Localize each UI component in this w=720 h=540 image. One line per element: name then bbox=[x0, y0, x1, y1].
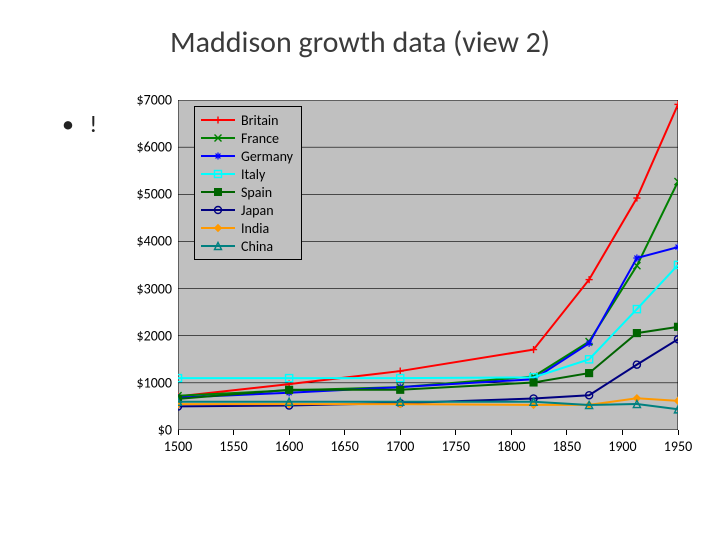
legend-swatch bbox=[201, 131, 235, 145]
ytick-label: $6000 bbox=[120, 139, 172, 156]
legend-row-india: India bbox=[201, 219, 293, 237]
chart-container: BritainFranceGermanyItalySpainJapanIndia… bbox=[120, 100, 680, 480]
legend-row-china: China bbox=[201, 237, 293, 255]
xtick bbox=[344, 430, 345, 435]
legend-row-italy: Italy bbox=[201, 165, 293, 183]
ytick-label: $3000 bbox=[120, 280, 172, 297]
xtick bbox=[511, 430, 512, 435]
legend-swatch bbox=[201, 203, 235, 217]
legend-row-britain: Britain bbox=[201, 111, 293, 129]
slide-title: Maddison growth data (view 2) bbox=[0, 24, 720, 61]
xtick-label: 1600 bbox=[275, 438, 303, 455]
xtick-label: 1900 bbox=[608, 438, 636, 455]
xtick bbox=[455, 430, 456, 435]
xtick bbox=[400, 430, 401, 435]
legend-swatch bbox=[201, 185, 235, 199]
legend-label: Spain bbox=[241, 184, 272, 201]
bullet-item: ! bbox=[62, 110, 97, 139]
legend-row-france: France bbox=[201, 129, 293, 147]
xtick bbox=[678, 430, 679, 435]
ytick-label: $0 bbox=[120, 422, 172, 439]
legend-label: Italy bbox=[241, 166, 265, 183]
xtick bbox=[233, 430, 234, 435]
xtick bbox=[178, 430, 179, 435]
legend-swatch bbox=[201, 239, 235, 253]
legend: BritainFranceGermanyItalySpainJapanIndia… bbox=[194, 106, 302, 260]
xtick bbox=[566, 430, 567, 435]
series-japan bbox=[178, 336, 678, 410]
xtick-label: 1750 bbox=[442, 438, 470, 455]
legend-row-japan: Japan bbox=[201, 201, 293, 219]
xtick-label: 1500 bbox=[164, 438, 192, 455]
series-italy bbox=[178, 261, 678, 381]
legend-label: Japan bbox=[241, 202, 274, 219]
legend-swatch bbox=[201, 221, 235, 235]
xtick-label: 1800 bbox=[497, 438, 525, 455]
ytick-label: $5000 bbox=[120, 186, 172, 203]
ytick-label: $7000 bbox=[120, 92, 172, 109]
legend-swatch bbox=[201, 167, 235, 181]
legend-row-spain: Spain bbox=[201, 183, 293, 201]
ytick-label: $2000 bbox=[120, 327, 172, 344]
legend-label: France bbox=[241, 130, 279, 147]
bullet-text: ! bbox=[89, 110, 97, 139]
xtick-label: 1850 bbox=[553, 438, 581, 455]
xtick-label: 1700 bbox=[386, 438, 414, 455]
legend-label: Germany bbox=[241, 148, 293, 165]
xtick bbox=[622, 430, 623, 435]
legend-label: India bbox=[241, 220, 269, 237]
xtick bbox=[289, 430, 290, 435]
xtick-label: 1650 bbox=[330, 438, 358, 455]
legend-swatch bbox=[201, 113, 235, 127]
legend-swatch bbox=[201, 149, 235, 163]
ytick-label: $4000 bbox=[120, 233, 172, 250]
xtick-label: 1550 bbox=[219, 438, 247, 455]
xtick-label: 1950 bbox=[664, 438, 692, 455]
legend-row-germany: Germany bbox=[201, 147, 293, 165]
legend-label: Britain bbox=[241, 112, 279, 129]
ytick-label: $1000 bbox=[120, 374, 172, 391]
series-spain bbox=[178, 323, 678, 402]
legend-label: China bbox=[241, 238, 273, 255]
